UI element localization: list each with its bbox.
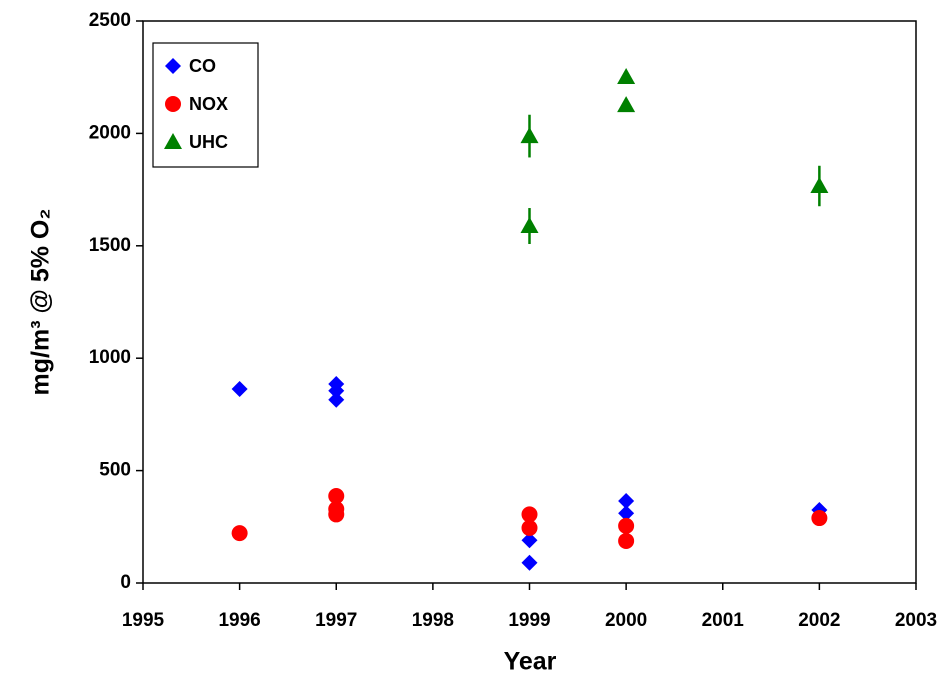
marker: [617, 96, 636, 113]
legend-label: UHC: [189, 132, 228, 152]
marker: [231, 525, 248, 542]
marker: [618, 492, 635, 509]
x-tick-label: 1999: [508, 610, 550, 631]
marker: [810, 177, 829, 194]
marker: [617, 67, 636, 84]
y-axis-title: mg/m³ @ 5% O₂: [27, 209, 55, 396]
marker: [520, 127, 539, 144]
marker: [328, 391, 345, 408]
marker: [618, 505, 635, 522]
marker: [811, 510, 828, 527]
marker: [521, 554, 538, 571]
x-tick-label: 2003: [895, 610, 937, 631]
x-tick-label: 2001: [702, 610, 745, 631]
legend-marker: [164, 133, 182, 149]
y-tick-label: 1500: [89, 235, 131, 256]
marker: [618, 532, 635, 549]
x-tick-label: 1995: [122, 610, 165, 631]
plot-frame: [142, 20, 917, 584]
marker: [521, 532, 538, 549]
legend-marker: [165, 58, 181, 74]
legend-marker: [165, 96, 181, 112]
y-tick-label: 1000: [89, 347, 131, 368]
x-axis-title: Year: [504, 648, 557, 676]
x-tick-label: 2002: [798, 610, 840, 631]
marker: [618, 517, 635, 534]
y-tick-label: 2500: [89, 10, 131, 31]
marker: [521, 519, 538, 536]
legend-label: NOX: [189, 94, 228, 114]
marker: [328, 382, 345, 399]
marker: [328, 488, 345, 505]
marker: [520, 217, 539, 234]
y-tick-label: 2000: [89, 122, 131, 143]
marker: [231, 380, 248, 397]
legend-label: CO: [189, 56, 216, 76]
marker: [328, 506, 345, 523]
x-tick-label: 1997: [315, 610, 357, 631]
marker: [521, 506, 538, 523]
y-tick-label: 0: [120, 572, 131, 593]
x-tick-label: 1996: [218, 610, 260, 631]
x-tick-label: 2000: [605, 610, 647, 631]
x-tick-label: 1998: [412, 610, 454, 631]
y-tick-label: 500: [99, 460, 131, 481]
